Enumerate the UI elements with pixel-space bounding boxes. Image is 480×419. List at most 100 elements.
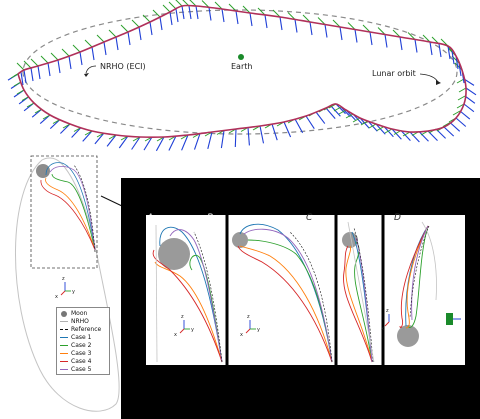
body-axis-blue: [195, 5, 199, 20]
body-axis-blue: [208, 7, 212, 21]
body-axis-green: [442, 122, 451, 127]
panel-label-a: A: [147, 213, 154, 223]
body-axis-green: [333, 106, 342, 112]
body-axis-blue: [459, 110, 471, 120]
body-axis-green: [228, 3, 237, 12]
body-axis-green: [201, 0, 210, 8]
body-axis-blue: [325, 107, 336, 119]
body-axis-blue: [340, 106, 351, 118]
body-axis-green: [272, 9, 281, 18]
legend-label: Case 5: [71, 366, 92, 373]
body-axis-blue: [193, 133, 201, 150]
overview-moon: [36, 164, 50, 178]
panel-d-axis-z: z: [386, 308, 389, 314]
overview-axis-y: y: [72, 289, 75, 295]
body-axis-blue: [458, 62, 462, 77]
nrho-label-arrowhead: [84, 73, 89, 77]
body-axis-blue: [247, 127, 250, 146]
body-axis-green: [62, 123, 71, 129]
body-axis-blue: [127, 31, 131, 46]
body-axis-blue: [465, 87, 477, 96]
body-axis-blue: [57, 59, 61, 74]
body-axis-blue: [82, 130, 93, 142]
panel-d: z x: [381, 221, 461, 347]
body-axis-blue: [60, 123, 71, 134]
body-axis-blue: [159, 16, 163, 31]
body-axis-blue: [188, 5, 192, 20]
body-axis-green: [84, 130, 93, 136]
body-axis-blue: [264, 14, 268, 29]
legend-entry: Case 2: [60, 342, 91, 350]
body-axis-blue: [375, 123, 386, 135]
body-axis-blue: [155, 136, 165, 152]
body-axis-blue: [409, 131, 420, 143]
body-axis-green: [142, 14, 151, 23]
body-axis-blue: [391, 128, 402, 140]
body-axis-blue: [79, 51, 83, 66]
body-axis-blue: [118, 135, 129, 149]
body-axis-blue: [451, 50, 455, 65]
overview-case4: [40, 179, 96, 251]
body-axis-green: [162, 4, 171, 13]
panel-b-axis-x: x: [240, 332, 243, 338]
body-axis-green: [332, 19, 341, 28]
body-axis-blue: [115, 36, 119, 51]
body-axis-green: [50, 52, 59, 61]
body-axis-blue: [175, 8, 179, 23]
legend-entry: Case 1: [60, 334, 91, 342]
body-axis-blue: [414, 39, 418, 53]
body-axis-green: [108, 134, 117, 140]
body-axis-green: [352, 117, 361, 123]
body-axis-blue: [354, 29, 358, 43]
legend-label: Case 2: [71, 342, 92, 349]
panel-d-spacecraft: [446, 313, 453, 325]
nrho-label-arrow: [85, 65, 97, 74]
panel-a-axis-x: x: [174, 332, 177, 338]
body-axis-green: [384, 128, 393, 134]
body-axis-green: [338, 109, 347, 115]
body-axis-blue: [47, 62, 51, 77]
legend-label: Moon: [71, 310, 88, 317]
body-axis-blue: [279, 16, 283, 31]
body-axis-blue: [449, 122, 461, 132]
nrho-eci-label: NRHO (ECI): [100, 62, 146, 71]
nrho-trajectory: [17, 4, 467, 139]
body-axis-green: [40, 55, 49, 64]
body-axis-green: [345, 113, 354, 119]
body-axis-green: [168, 1, 177, 10]
body-axis-blue: [324, 24, 328, 38]
body-axis-blue: [234, 128, 237, 148]
body-axis-blue: [181, 134, 189, 151]
legend-swatch: [60, 321, 68, 322]
body-axis-green: [26, 102, 35, 108]
lunar-orbit-arrowhead: [436, 80, 441, 85]
panel-b: z y x: [232, 223, 333, 363]
body-axis-green: [456, 103, 465, 109]
body-axis-green: [96, 34, 105, 43]
body-axis-blue: [464, 95, 476, 104]
body-axis-green: [257, 7, 266, 16]
legend-swatch: [60, 337, 68, 338]
legend-label: NRHO: [71, 318, 89, 325]
body-axis-blue: [106, 134, 117, 147]
body-axis-blue: [400, 130, 411, 141]
body-axis-green: [317, 17, 326, 25]
body-axis-blue: [37, 65, 41, 80]
overview-nrho-loop: [15, 157, 120, 412]
body-axis-green: [16, 62, 25, 71]
body-axis-green: [189, 0, 197, 7]
legend-label: Case 1: [71, 334, 92, 341]
earth-label: Earth: [231, 62, 253, 71]
body-axis-blue: [383, 126, 394, 138]
legend-swatch: [60, 369, 68, 370]
body-axis-blue: [169, 11, 173, 26]
body-axis-green: [287, 12, 296, 20]
body-axis-blue: [369, 31, 373, 46]
body-axis-green: [456, 78, 465, 84]
body-axis-blue: [131, 136, 141, 150]
body-axis-blue: [438, 43, 442, 58]
legend-entry: Case 5: [60, 366, 91, 374]
body-axis-blue: [149, 21, 153, 36]
body-axis-blue: [330, 105, 341, 117]
